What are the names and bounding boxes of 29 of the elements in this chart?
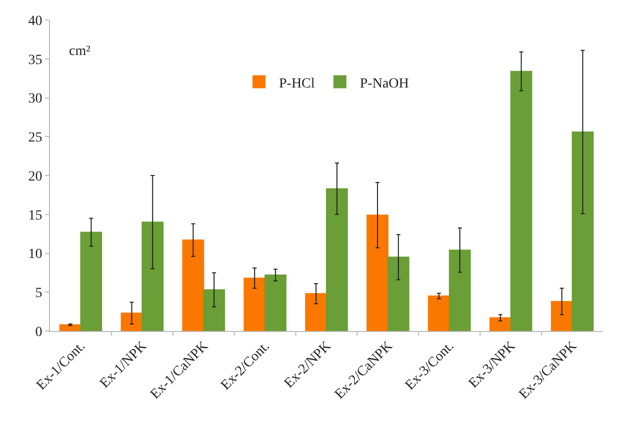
bar [244, 278, 266, 331]
y-tick-label: 25 [28, 130, 42, 146]
y-tick-label: 40 [28, 14, 42, 29]
y-tick-label: 30 [28, 92, 42, 107]
bar [142, 222, 164, 331]
bar [387, 256, 410, 331]
y-tick-label: 5 [35, 286, 42, 302]
annotation: cm² [69, 44, 90, 59]
bar [550, 300, 573, 331]
legend-label: P-HCl [279, 76, 315, 92]
bar [120, 312, 143, 331]
legend-label: P-NaOH [360, 76, 409, 92]
y-tick-label: 20 [28, 169, 42, 184]
y-tick-label: 15 [28, 208, 42, 224]
y-tick-label: 0 [35, 324, 42, 340]
bar [489, 317, 512, 331]
bar [80, 232, 102, 331]
bar [264, 274, 286, 331]
bar [448, 250, 471, 331]
bar [572, 131, 594, 331]
bar [203, 289, 225, 331]
bar [366, 214, 388, 331]
bar [182, 240, 204, 331]
bar [305, 293, 327, 331]
y-tick-label: 10 [28, 247, 42, 262]
bar [510, 70, 532, 331]
y-tick-label: 35 [28, 52, 42, 68]
bar [326, 188, 348, 331]
bar [428, 296, 450, 331]
